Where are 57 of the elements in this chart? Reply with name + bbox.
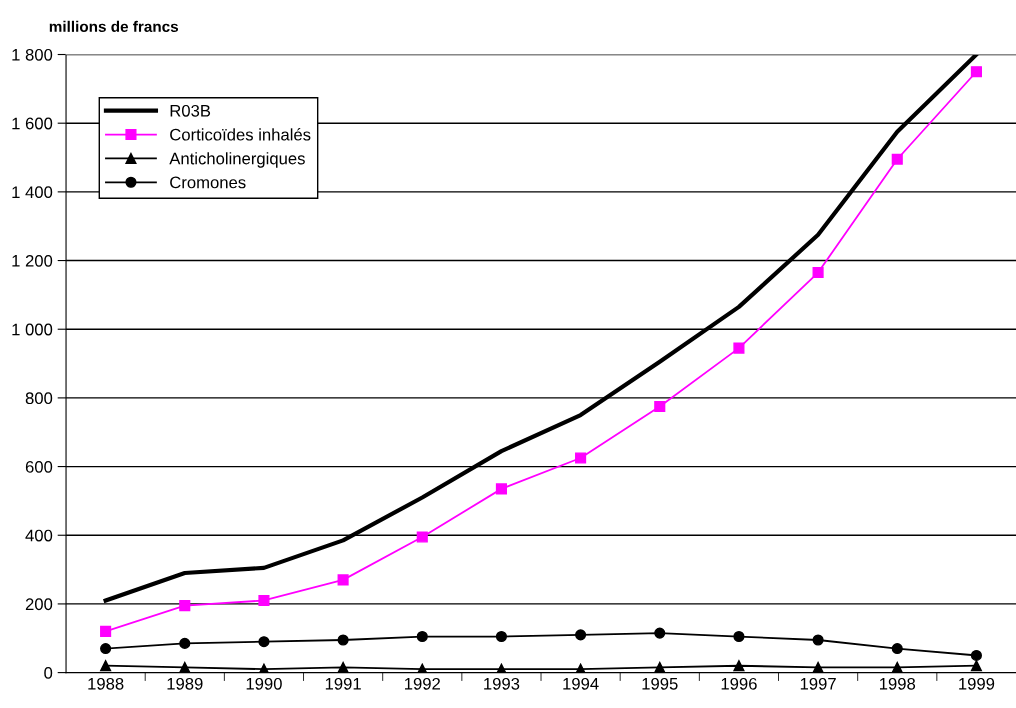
point [733, 660, 745, 672]
y-tick-label: 1 800 [12, 48, 53, 61]
legend-label: Cromones [170, 176, 246, 189]
point [733, 342, 745, 354]
point [812, 661, 824, 673]
point [654, 627, 666, 639]
x-tick-label: 1998 [879, 677, 916, 690]
y-tick-label: 1 000 [12, 323, 53, 336]
x-tick-label: 1996 [721, 677, 757, 690]
point [416, 630, 428, 643]
y-tick-label: 200 [25, 598, 53, 611]
point [337, 661, 349, 673]
point [100, 625, 112, 637]
point [970, 660, 982, 672]
x-tick-label: 1992 [405, 677, 440, 690]
y-tick-label: 600 [25, 460, 53, 473]
point [100, 643, 112, 655]
point [495, 630, 507, 643]
x-tick-label: 1989 [167, 677, 203, 690]
y-tick-label: 400 [25, 529, 53, 542]
x-tick-label: 1988 [88, 677, 124, 690]
point [337, 634, 349, 646]
legend-label: Corticoïdes inhalés [170, 128, 311, 141]
x-tick-label: 1995 [642, 677, 678, 690]
point [179, 637, 191, 649]
point [575, 629, 587, 641]
point [416, 531, 428, 543]
x-tick-label: 1990 [246, 677, 282, 690]
y-tick-label: 1 200 [12, 254, 53, 267]
point [495, 483, 507, 495]
legend-label: Anticholinergiques [169, 152, 305, 168]
x-tick-label: 1999 [959, 677, 995, 690]
x-tick-label: 1993 [484, 677, 520, 690]
point [258, 594, 270, 607]
point [970, 649, 982, 661]
x-tick-label: 1991 [325, 677, 361, 690]
point [337, 574, 349, 586]
y-tick-label: 1 600 [12, 117, 53, 130]
x-tick-label: 1994 [563, 677, 599, 690]
point [179, 600, 191, 612]
y-tick-label: 0 [44, 667, 53, 679]
point [100, 660, 112, 672]
point [258, 636, 270, 648]
point [891, 153, 903, 165]
point [654, 400, 666, 413]
point [179, 661, 191, 673]
point [970, 66, 982, 78]
point [812, 267, 824, 279]
y-tick-label: 1 400 [12, 186, 53, 199]
x-tick-label: 1997 [800, 677, 836, 690]
point [733, 630, 745, 643]
point [812, 634, 824, 646]
point [891, 643, 903, 655]
legend-label: R03B [170, 104, 211, 117]
y-tick-label: 800 [25, 392, 53, 405]
y-axis-title: millions de francs [49, 20, 179, 33]
point [575, 452, 587, 464]
